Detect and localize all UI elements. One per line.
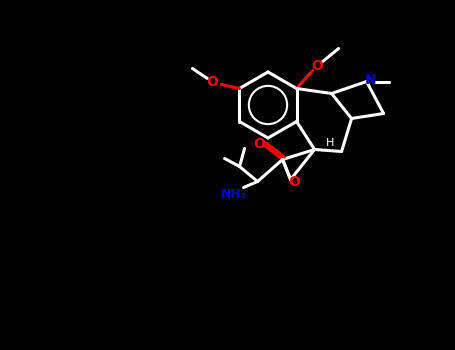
Text: H: H (325, 139, 334, 148)
Text: N: N (365, 72, 376, 86)
Text: O: O (288, 175, 300, 189)
Text: O: O (207, 76, 218, 90)
Text: NH₂: NH₂ (221, 188, 247, 201)
Text: O: O (312, 60, 324, 74)
Text: O: O (253, 138, 266, 152)
